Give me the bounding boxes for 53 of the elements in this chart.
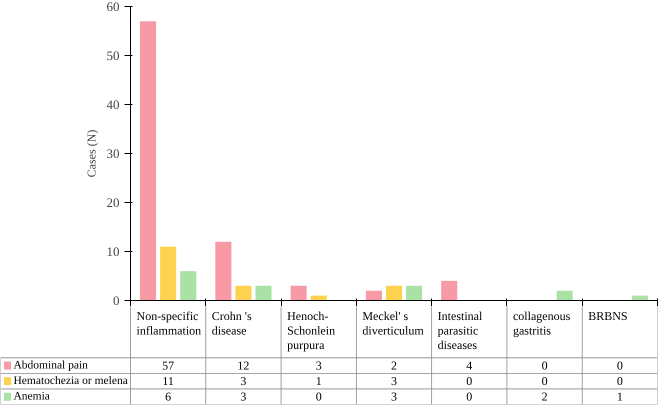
bar — [140, 21, 156, 300]
y-axis-title: Cases (N) — [84, 130, 98, 178]
data-label: 11 — [162, 374, 174, 388]
data-label: 0 — [466, 390, 472, 404]
x-tick-label: Henoch-Schonlein purpura — [287, 308, 336, 352]
data-label: 1 — [616, 390, 623, 404]
data-label: 0 — [542, 374, 548, 388]
bar — [255, 286, 272, 300]
x-tick-label: Crohn 's disease — [212, 308, 252, 338]
legend-label: Anemia — [14, 390, 50, 403]
y-tick-label: 20 — [106, 195, 120, 210]
data-label: 0 — [542, 358, 548, 373]
data-label: 4 — [466, 358, 472, 373]
y-tick-label: 40 — [106, 97, 120, 112]
data-label: 0 — [316, 390, 322, 404]
bar — [406, 286, 422, 300]
bar — [441, 280, 458, 300]
bar — [386, 286, 402, 300]
bar — [556, 290, 573, 300]
bar — [290, 286, 307, 300]
legend-label: Hematochezia or melena — [14, 375, 128, 388]
data-label: 1 — [316, 374, 322, 388]
bar — [632, 296, 648, 300]
y-tick-label: 30 — [106, 146, 120, 161]
x-tick-label: collagenous gastritis — [512, 308, 571, 338]
data-label: 6 — [165, 390, 172, 404]
data-label: 2 — [542, 390, 548, 404]
data-label: 3 — [391, 390, 397, 404]
data-label: 2 — [391, 358, 397, 373]
y-tick-label: 0 — [113, 293, 120, 308]
data-label: 3 — [240, 374, 246, 388]
data-label: 57 — [162, 358, 174, 373]
legend-label: Abdominal pain — [14, 360, 88, 372]
bar — [160, 246, 176, 300]
data-label: 0 — [466, 374, 472, 388]
x-tick-label: Meckel' s diverticulum — [362, 308, 424, 338]
y-tick-label: 60 — [106, 0, 120, 14]
y-tick-label: 10 — [106, 244, 120, 259]
bar — [366, 290, 382, 300]
bar — [180, 271, 196, 300]
bar — [310, 296, 327, 300]
x-tick-label: Non-specific inflammation — [136, 308, 202, 338]
data-label: 3 — [316, 358, 322, 373]
data-label: 12 — [237, 358, 250, 373]
x-tick-label: Intestinal parasitic diseases — [438, 308, 483, 352]
data-label: 3 — [391, 374, 397, 388]
y-tick-label: 50 — [106, 48, 120, 63]
x-tick-label: BRBNS — [588, 308, 628, 323]
bar — [235, 286, 252, 300]
bar — [215, 242, 232, 300]
data-label: 3 — [240, 390, 246, 404]
data-label: 0 — [616, 374, 623, 388]
data-label: 0 — [616, 358, 623, 373]
